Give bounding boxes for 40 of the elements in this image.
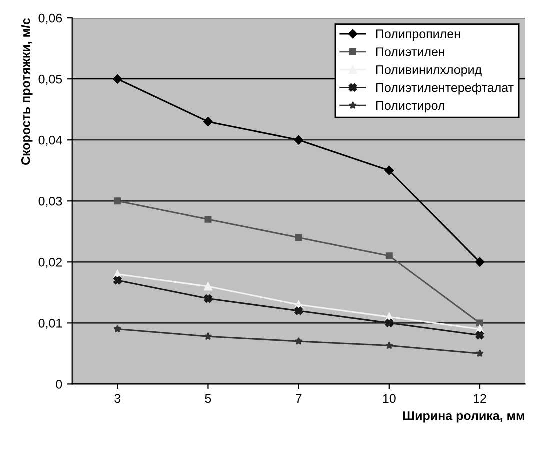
point (114, 325, 122, 333)
point (204, 282, 212, 291)
y-tick-label: 0,02 (38, 258, 62, 268)
point (295, 234, 302, 242)
legend-label: Полиэтилентерефталат (376, 83, 514, 95)
x-tick-label: 10 (383, 394, 396, 404)
point (114, 198, 122, 205)
y-tick-label: 0,04 (38, 136, 62, 146)
point (204, 332, 212, 340)
point (294, 135, 304, 145)
point (385, 342, 394, 350)
point (294, 337, 303, 345)
x-axis-title: Ширина ролика, мм (403, 412, 524, 423)
point (204, 294, 212, 303)
legend-label: Полистирол (376, 101, 444, 113)
point (475, 258, 485, 267)
point (113, 74, 122, 84)
point (204, 216, 212, 223)
point (204, 117, 213, 126)
legend-label: Поливинилхлорид (376, 66, 482, 77)
y-tick-label: 0,03 (38, 196, 62, 208)
x-tick-label: 5 (205, 394, 212, 404)
point (386, 252, 393, 260)
x-tick-label: 7 (296, 394, 302, 403)
legend-label: Полиэтилен (376, 48, 445, 56)
point (113, 276, 122, 285)
y-axis-title: Скорость протяжки, м/с (21, 18, 33, 165)
point (294, 306, 303, 316)
y-tick-label: 0,01 (38, 318, 62, 330)
point (476, 331, 484, 340)
x-tick-label: 3 (114, 394, 121, 404)
point (476, 350, 484, 358)
x-tick-label: 12 (474, 394, 486, 403)
y-tick-label: 0 (56, 380, 62, 389)
point (384, 166, 394, 176)
legend-label: Полипропилен (376, 30, 460, 41)
y-tick-label: 0,05 (38, 74, 62, 86)
point (476, 320, 484, 327)
point (385, 319, 394, 328)
y-tick-label: 0,06 (38, 14, 62, 24)
